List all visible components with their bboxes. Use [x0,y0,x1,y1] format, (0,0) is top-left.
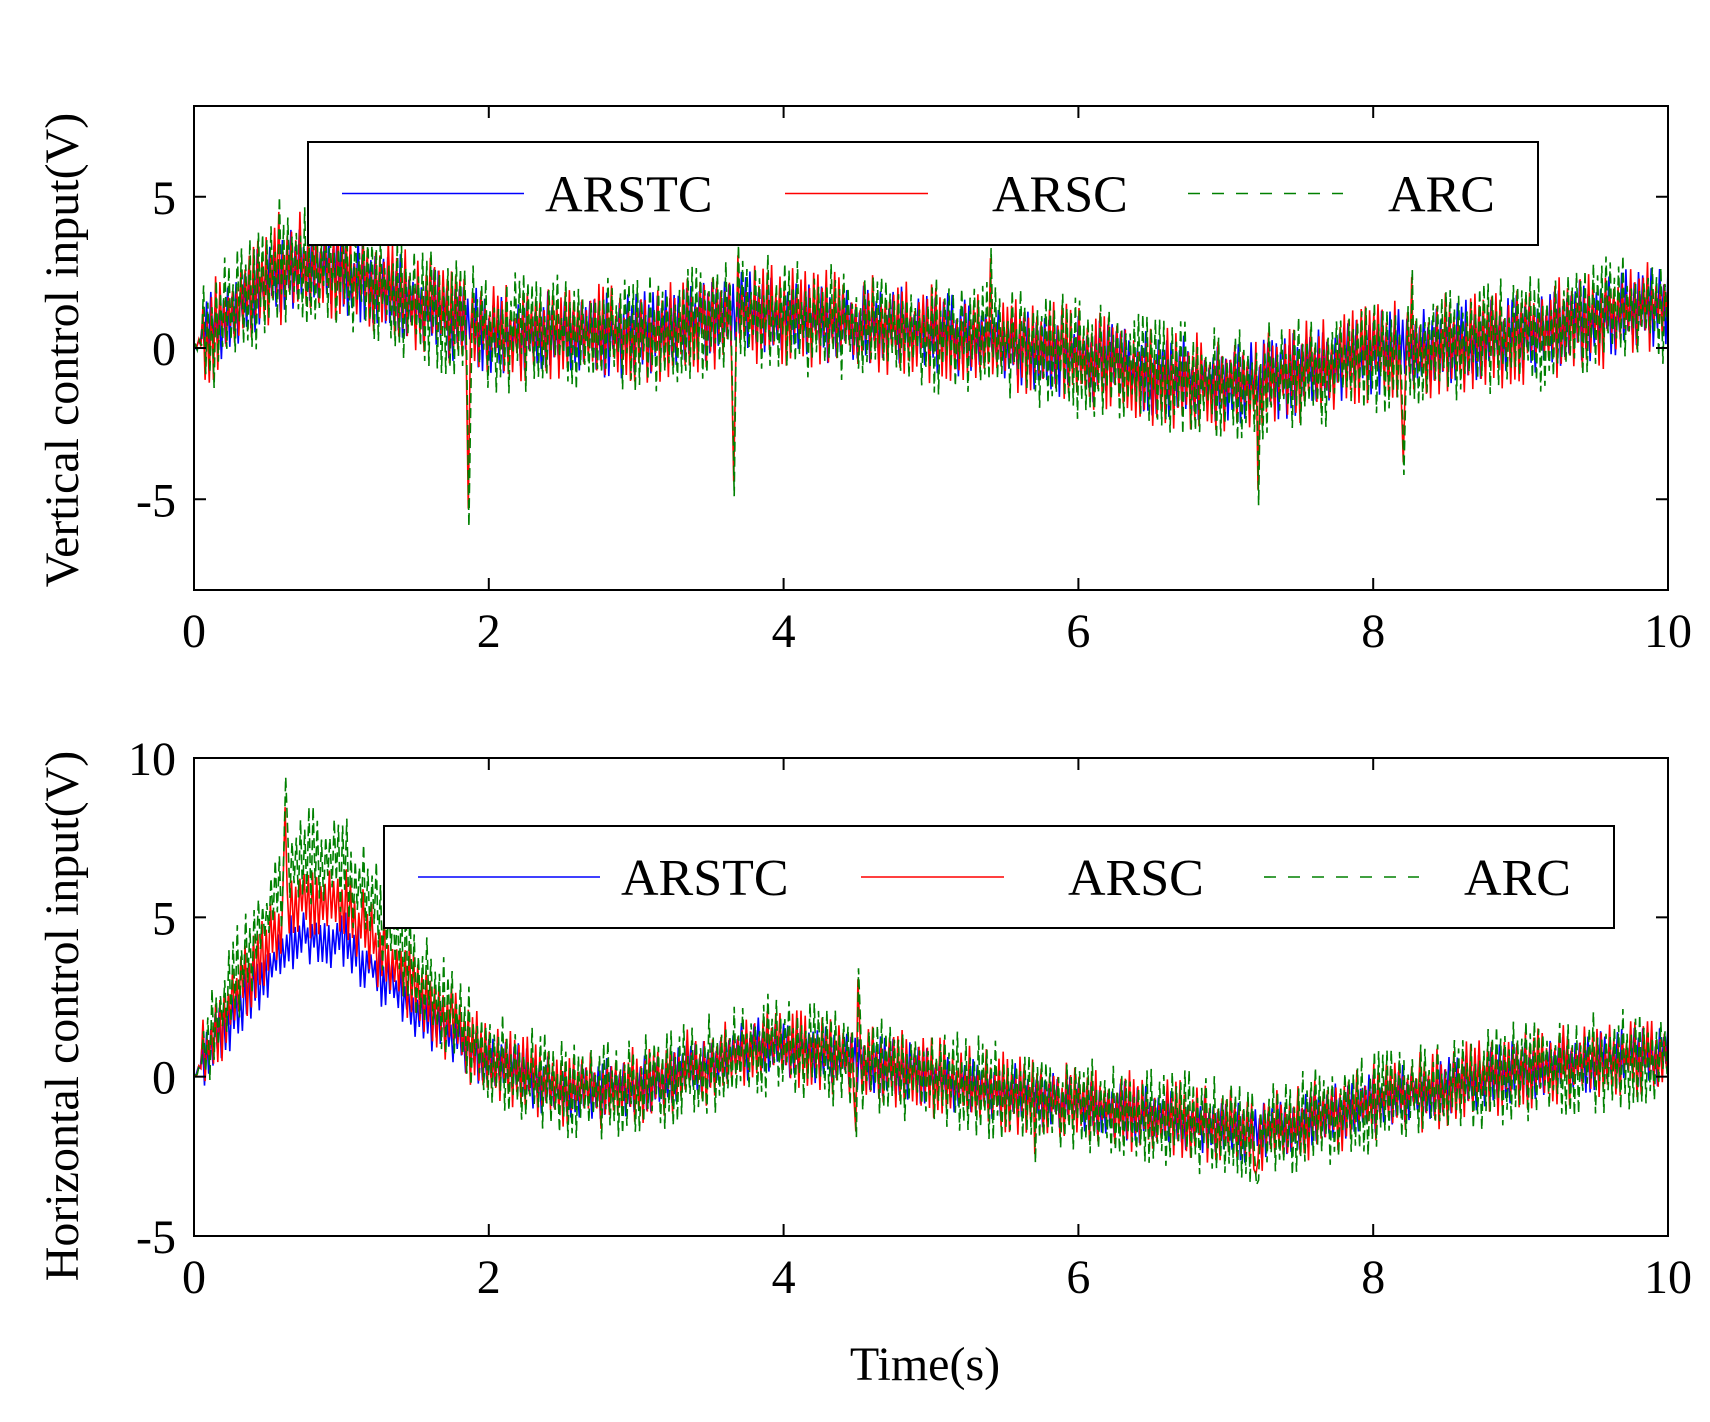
x-tick-label: 0 [182,605,206,658]
horizontal-axes-frame [193,757,1669,1237]
legend-label-arstc: ARSTC [545,167,713,224]
vertical-legend: ARSTC ARSC ARC [307,141,1539,246]
horizontal-ylabel: Horizontal control input(V) [36,751,89,1282]
x-tick-label: 6 [1066,1251,1090,1304]
horizontal-series-layer [194,777,1668,1186]
series-line-arc [194,196,1668,527]
y-tick-label: 0 [152,1052,176,1105]
y-tick-label: -5 [136,474,176,527]
vertical-ylabel: Vertical control input(V) [36,113,89,588]
series-line-arc [194,777,1668,1186]
vertical-series-layer [194,196,1668,527]
x-tick-label: 8 [1361,1251,1385,1304]
legend-label-arsc: ARSC [992,167,1128,224]
x-tick-label: 2 [477,1251,501,1304]
legend-label-arc: ARC [1388,167,1495,224]
x-tick-label: 4 [772,1251,796,1304]
legend-label-arc: ARC [1464,850,1571,907]
x-tick-label: 10 [1644,1251,1692,1304]
x-tick-label: 6 [1066,605,1090,658]
legend-label-arstc: ARSTC [621,850,789,907]
x-tick-label: 4 [772,605,796,658]
y-tick-label: 5 [152,892,176,945]
horizontal-legend: ARSTC ARSC ARC [383,825,1615,929]
x-tick-label: 10 [1644,605,1692,658]
x-tick-label: 8 [1361,605,1385,658]
y-tick-label: -5 [136,1211,176,1264]
x-tick-label: 2 [477,605,501,658]
y-tick-label: 0 [152,323,176,376]
y-tick-label: 5 [152,172,176,225]
vertical-ticks: 0 2 4 6 8 10 -5 0 5 [136,106,1692,658]
x-axis-label: Time(s) [850,1338,1000,1391]
x-tick-label: 0 [182,1251,206,1304]
vertical-panel: 0 2 4 6 8 10 -5 0 5 Vertical control input(V) AR… [36,105,1692,658]
y-tick-label: 10 [128,733,176,786]
legend-label-arsc: ARSC [1068,850,1204,907]
